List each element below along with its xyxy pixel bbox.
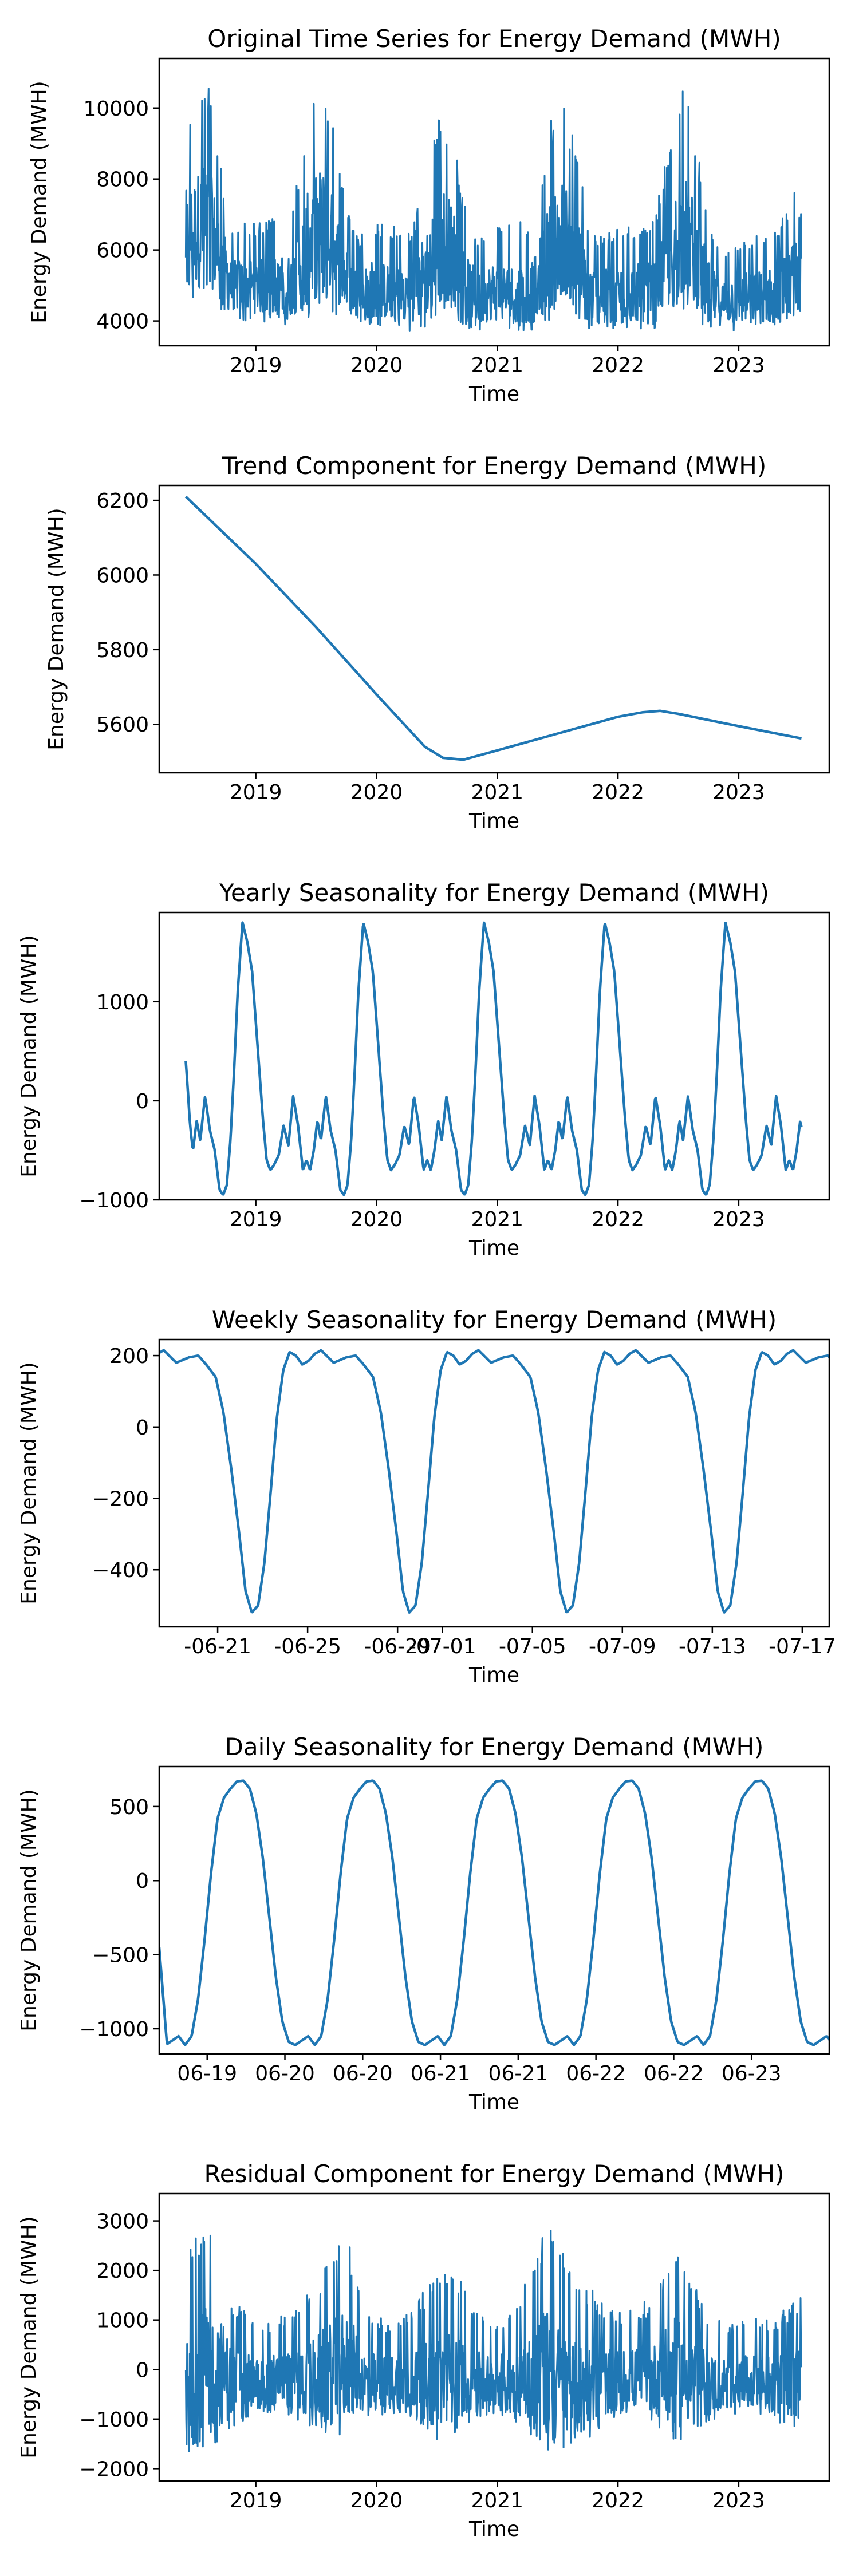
chart-panel-3: 2019 2020 2021 2022 2023 −1000 0 1000 Yearly Sea… (17, 879, 830, 1260)
x-tick-label: 2023 (712, 354, 765, 377)
x-tick-label: 2023 (712, 781, 765, 804)
x-tick-label: 06-20 (255, 2062, 315, 2085)
x-tick-label: 06-22 (566, 2062, 626, 2085)
y-tick-label: −1000 (79, 2408, 149, 2432)
x-tick-label: 06-19 (177, 2062, 237, 2085)
x-tick-label: 2021 (471, 1208, 523, 1231)
axes-frame (158, 57, 830, 347)
x-tick-label: 2023 (712, 2489, 765, 2512)
y-tick-label: 200 (109, 1345, 149, 1368)
chart-title: Original Time Series for Energy Demand (… (207, 25, 781, 53)
y-tick-label: −1000 (79, 2018, 149, 2041)
y-tick-label: 5600 (96, 713, 149, 737)
series-line (184, 921, 803, 1196)
y-tick-label: −400 (92, 1559, 149, 1582)
chart-title: Daily Seasonality for Energy Demand (MWH… (225, 1733, 764, 1761)
chart-panel-4: -06-21 -06-25 -06-29-07-01 -07-05 -07-09 -07-… (17, 1306, 836, 1687)
y-tick-label: 1000 (96, 991, 149, 1014)
chart-panel-1: 2019 2020 2021 2022 2023 4000 6000 8000 10000 Ori… (27, 25, 830, 406)
x-tick-label: 06-23 (722, 2062, 782, 2085)
axes-frame (158, 911, 830, 1201)
y-tick-label: 8000 (96, 168, 149, 192)
x-tick-label: -06-21 (184, 1635, 251, 1658)
x-tick-label: 06-20 (333, 2062, 393, 2085)
x-tick-label: 2022 (592, 1208, 644, 1231)
y-tick-label: 0 (136, 1870, 149, 1893)
x-tick-label: 2021 (471, 354, 523, 377)
axes-frame (158, 1338, 830, 1628)
chart-panel-2: 2019 2020 2021 2022 2023 5600 5800 6000 6200 Tren… (45, 452, 830, 833)
y-axis-label: Energy Demand (MWH) (17, 2216, 41, 2458)
series-line (159, 1779, 829, 2046)
axes-frame (158, 1765, 830, 2055)
y-tick-label: −500 (92, 1944, 149, 1967)
chart-panel-6: 2019 2020 2021 2022 2023 −2000 −1000 0 1000 2000 3… (17, 2160, 830, 2541)
x-axis-label: Time (468, 2518, 519, 2541)
x-tick-label: -07-01 (409, 1635, 476, 1658)
x-axis-label: Time (468, 382, 519, 406)
y-tick-label: 0 (136, 1416, 149, 1440)
y-tick-label: 6200 (96, 489, 149, 513)
x-tick-label: 2019 (230, 354, 282, 377)
y-tick-label: −2000 (79, 2458, 149, 2481)
y-tick-label: 0 (136, 1090, 149, 1113)
x-tick-label: 2020 (350, 354, 403, 377)
y-tick-label: 1000 (96, 2309, 149, 2333)
x-tick-label: 2022 (592, 354, 644, 377)
x-axis-label: Time (468, 1236, 519, 1260)
y-tick-label: 5800 (96, 639, 149, 662)
x-axis-label: Time (468, 1664, 519, 1687)
chart-title: Residual Component for Energy Demand (MW… (204, 2160, 785, 2188)
series-line (159, 1349, 829, 1614)
y-tick-label: −200 (92, 1488, 149, 1511)
axes-frame (158, 2192, 830, 2482)
x-tick-label: 2019 (230, 1208, 282, 1231)
x-tick-label: 2023 (712, 1208, 765, 1231)
x-tick-label: -07-05 (499, 1635, 566, 1658)
x-tick-label: 2019 (230, 2489, 282, 2512)
x-tick-label: -07-09 (589, 1635, 656, 1658)
series-line (184, 2230, 802, 2452)
chart-panel-5: 06-19 06-20 06-20 06-21 06-21 06-22 06-22 06-23… (17, 1733, 830, 2114)
y-axis-label: Energy Demand (MWH) (17, 1789, 41, 2031)
series-line (184, 495, 802, 761)
x-tick-label: -07-17 (769, 1635, 836, 1658)
y-axis-label: Energy Demand (MWH) (27, 81, 51, 323)
y-tick-label: 0 (136, 2358, 149, 2382)
y-tick-label: 3000 (96, 2210, 149, 2234)
x-tick-label: 06-22 (644, 2062, 704, 2085)
chart-title: Weekly Seasonality for Energy Demand (MW… (212, 1306, 777, 1334)
x-axis-label: Time (468, 809, 519, 833)
y-axis-label: Energy Demand (MWH) (45, 508, 68, 750)
x-tick-label: 2022 (592, 781, 644, 804)
x-tick-label: 2019 (230, 781, 282, 804)
series-line (184, 88, 802, 332)
x-tick-label: 2022 (592, 2489, 644, 2512)
y-tick-label: 2000 (96, 2259, 149, 2283)
x-tick-label: 06-21 (411, 2062, 471, 2085)
y-tick-label: 4000 (96, 310, 149, 334)
y-tick-label: 6000 (96, 564, 149, 587)
x-tick-label: 2020 (350, 2489, 403, 2512)
x-tick-label: -06-25 (274, 1635, 341, 1658)
x-tick-label: 2021 (471, 2489, 523, 2512)
x-tick-label: 06-21 (488, 2062, 549, 2085)
chart-title: Yearly Seasonality for Energy Demand (MW… (219, 879, 769, 907)
chart-title: Trend Component for Energy Demand (MWH) (222, 452, 767, 480)
x-tick-label: -06-29 (364, 1635, 431, 1658)
y-tick-label: 6000 (96, 239, 149, 263)
x-tick-label: 2020 (350, 781, 403, 804)
y-tick-label: 500 (109, 1796, 149, 1819)
y-axis-label: Energy Demand (MWH) (17, 1362, 41, 1604)
axes-frame (158, 484, 830, 774)
x-axis-label: Time (468, 2091, 519, 2114)
x-tick-label: -07-13 (679, 1635, 746, 1658)
x-tick-label: 2021 (471, 781, 523, 804)
x-tick-label: 2020 (350, 1208, 403, 1231)
y-axis-label: Energy Demand (MWH) (17, 935, 41, 1177)
y-tick-label: −1000 (79, 1189, 149, 1212)
y-tick-label: 10000 (83, 97, 149, 121)
